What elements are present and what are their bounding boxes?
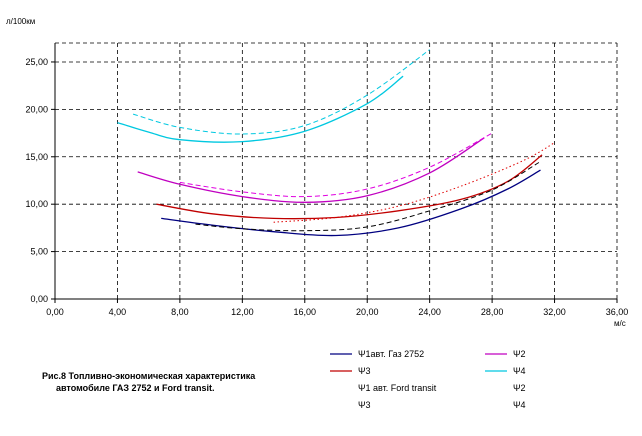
tick-labels: 0,00 5,00 10,00 15,00 20,00 25,00 0,00 4,00 8,00… [25, 57, 628, 317]
series-line-6 [273, 142, 555, 223]
series-line-4 [117, 75, 404, 143]
series-line-2 [156, 154, 543, 220]
caption-line-1: Рис.8 Топливно-экономическая характерист… [42, 371, 256, 381]
legend-label: Ψ1авт. Газ 2752 [358, 349, 424, 359]
y-axis-label: л/100км [6, 17, 35, 26]
caption-line-2: автомобиле ГАЗ 2752 и Ford transit. [56, 383, 215, 393]
series-lines [117, 49, 555, 237]
figure-caption: Рис.8 Топливно-экономическая характерист… [42, 370, 302, 394]
axes [51, 43, 618, 303]
x-tick-label: 28,00 [481, 307, 504, 317]
x-axis-label: м/с [614, 319, 626, 328]
x-tick-label: 24,00 [418, 307, 441, 317]
legend-label: Ψ4 [513, 400, 526, 410]
x-tick-label: 0,00 [46, 307, 64, 317]
x-tick-label: 4,00 [109, 307, 127, 317]
legend-label: Ψ1 авт. Ford transit [358, 383, 437, 393]
legend-label: Ψ4 [513, 366, 526, 376]
series-line-7 [179, 132, 493, 198]
y-tick-label: 0,00 [30, 294, 48, 304]
y-tick-label: 20,00 [25, 104, 48, 114]
legend-label: Ψ2 [513, 349, 526, 359]
legend: Ψ1авт. Газ 2752 Ψ2 Ψ3 Ψ4 Ψ1 авт. Ford transi… [330, 349, 526, 410]
legend-label: Ψ2 [513, 383, 526, 393]
legend-label: Ψ3 [358, 366, 371, 376]
x-tick-label: 8,00 [171, 307, 189, 317]
grid [55, 42, 618, 299]
series-line-8 [132, 49, 430, 135]
series-line-3 [137, 137, 485, 203]
y-tick-label: 15,00 [25, 152, 48, 162]
y-tick-label: 5,00 [30, 247, 48, 257]
y-tick-label: 25,00 [25, 57, 48, 67]
series-line-5 [195, 162, 540, 232]
y-tick-label: 10,00 [25, 199, 48, 209]
x-tick-label: 32,00 [543, 307, 566, 317]
series-line-1 [161, 169, 541, 237]
x-tick-label: 36,00 [606, 307, 629, 317]
x-tick-label: 20,00 [356, 307, 379, 317]
x-tick-label: 12,00 [231, 307, 254, 317]
legend-label: Ψ3 [358, 400, 371, 410]
x-tick-label: 16,00 [294, 307, 317, 317]
